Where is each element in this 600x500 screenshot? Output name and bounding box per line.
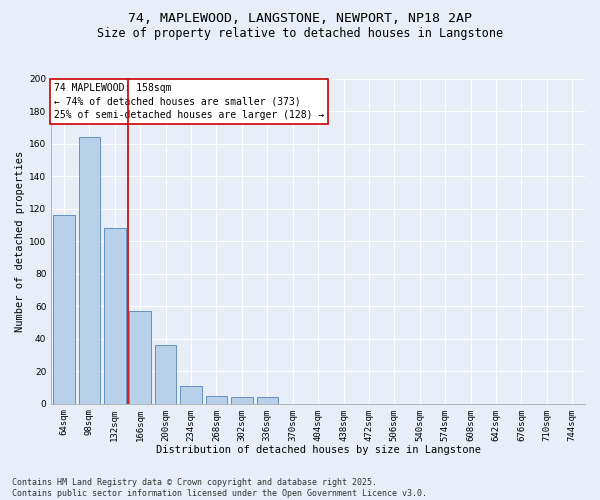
Bar [231,397,253,404]
Text: Size of property relative to detached houses in Langstone: Size of property relative to detached ho… [97,28,503,40]
Bar [53,215,75,404]
Bar [79,137,100,404]
Text: 74, MAPLEWOOD, LANGSTONE, NEWPORT, NP18 2AP: 74, MAPLEWOOD, LANGSTONE, NEWPORT, NP18 … [128,12,472,26]
Text: 74 MAPLEWOOD: 158sqm
← 74% of detached houses are smaller (373)
25% of semi-deta: 74 MAPLEWOOD: 158sqm ← 74% of detached h… [54,84,324,120]
Y-axis label: Number of detached properties: Number of detached properties [15,150,25,332]
Bar [206,396,227,404]
Bar [130,311,151,404]
X-axis label: Distribution of detached houses by size in Langstone: Distribution of detached houses by size … [155,445,481,455]
Bar [104,228,125,404]
Bar [180,386,202,404]
Bar [257,397,278,404]
Text: Contains HM Land Registry data © Crown copyright and database right 2025.
Contai: Contains HM Land Registry data © Crown c… [12,478,427,498]
Bar [155,345,176,404]
